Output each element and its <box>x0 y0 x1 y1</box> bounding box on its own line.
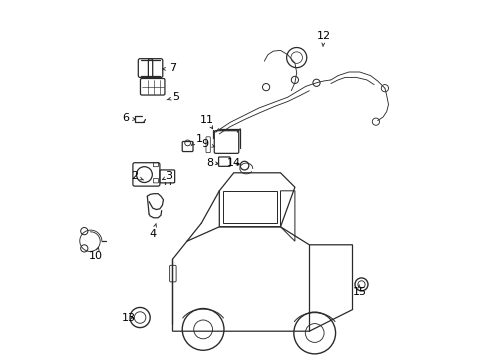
Text: 4: 4 <box>149 224 156 239</box>
Text: 7: 7 <box>163 63 176 73</box>
Text: 5: 5 <box>167 92 179 102</box>
Text: 15: 15 <box>352 284 366 297</box>
Text: 11: 11 <box>199 114 213 129</box>
Text: 9: 9 <box>201 139 214 149</box>
Text: 10: 10 <box>89 247 103 261</box>
Text: 14: 14 <box>226 158 240 168</box>
Text: 8: 8 <box>206 158 218 168</box>
Text: 12: 12 <box>316 31 330 46</box>
Text: 13: 13 <box>122 312 135 323</box>
Text: 3: 3 <box>162 171 172 181</box>
Text: 6: 6 <box>122 113 135 123</box>
Text: 2: 2 <box>131 171 143 181</box>
Text: 1: 1 <box>191 134 203 146</box>
